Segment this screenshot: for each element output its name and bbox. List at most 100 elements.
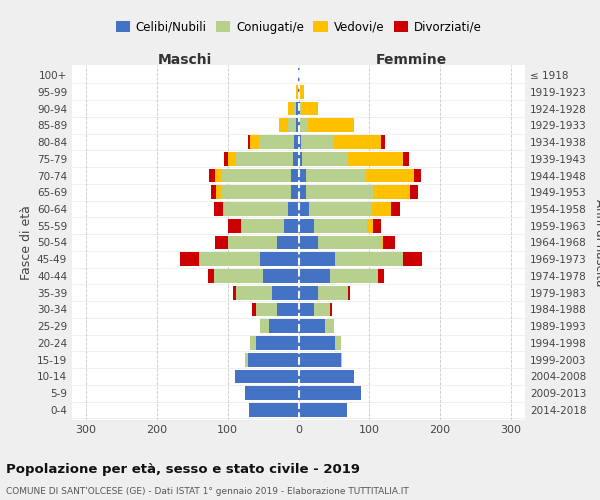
Bar — [302, 152, 348, 166]
Legend: Celibi/Nubili, Coniugati/e, Vedovi/e, Divorziati/e: Celibi/Nubili, Coniugati/e, Vedovi/e, Di… — [111, 16, 486, 38]
Bar — [410, 186, 418, 199]
Bar — [241, 219, 242, 232]
Bar — [299, 168, 305, 182]
Bar — [335, 252, 403, 266]
Bar — [269, 320, 299, 333]
Bar — [256, 336, 299, 350]
Bar — [256, 302, 277, 316]
Bar — [371, 202, 391, 216]
Bar — [209, 168, 215, 182]
Bar — [314, 302, 329, 316]
Bar — [366, 168, 414, 182]
Bar — [248, 135, 250, 149]
Bar — [221, 186, 292, 199]
Bar — [248, 353, 299, 366]
Bar — [199, 252, 260, 266]
Bar — [245, 353, 248, 366]
Bar — [300, 102, 302, 116]
Bar — [179, 252, 199, 266]
Bar — [299, 68, 300, 82]
Bar — [235, 370, 299, 384]
Bar — [302, 102, 317, 116]
Bar — [277, 236, 299, 250]
Bar — [272, 286, 299, 300]
Bar — [299, 118, 300, 132]
Bar — [414, 168, 421, 182]
Text: Femmine: Femmine — [376, 52, 448, 66]
Bar — [373, 219, 382, 232]
Bar — [288, 102, 293, 116]
Bar — [299, 252, 335, 266]
Bar — [298, 68, 299, 82]
Bar — [391, 202, 400, 216]
Bar — [296, 118, 299, 132]
Bar — [215, 168, 221, 182]
Text: Maschi: Maschi — [158, 52, 212, 66]
Bar — [298, 85, 299, 98]
Bar — [245, 386, 299, 400]
Bar — [319, 286, 348, 300]
Bar — [299, 370, 354, 384]
Bar — [211, 186, 217, 199]
Bar — [280, 118, 288, 132]
Bar — [348, 286, 350, 300]
Bar — [348, 152, 403, 166]
Bar — [293, 102, 296, 116]
Bar — [294, 135, 299, 149]
Bar — [299, 336, 335, 350]
Bar — [223, 202, 224, 216]
Bar — [299, 302, 314, 316]
Bar — [335, 336, 341, 350]
Bar — [277, 302, 299, 316]
Bar — [293, 152, 299, 166]
Bar — [314, 219, 367, 232]
Bar — [299, 152, 302, 166]
Bar — [228, 152, 236, 166]
Bar — [300, 118, 308, 132]
Bar — [214, 202, 223, 216]
Bar — [329, 302, 332, 316]
Bar — [242, 219, 284, 232]
Bar — [299, 320, 325, 333]
Bar — [299, 219, 314, 232]
Bar — [236, 152, 293, 166]
Bar — [383, 236, 395, 250]
Bar — [305, 168, 366, 182]
Text: Popolazione per età, sesso e stato civile - 2019: Popolazione per età, sesso e stato civil… — [6, 462, 360, 475]
Bar — [296, 102, 299, 116]
Bar — [260, 320, 269, 333]
Bar — [250, 336, 256, 350]
Bar — [299, 286, 319, 300]
Bar — [299, 85, 304, 98]
Bar — [228, 236, 277, 250]
Bar — [299, 236, 319, 250]
Bar — [305, 186, 373, 199]
Bar — [299, 202, 309, 216]
Y-axis label: Anni di nascita: Anni di nascita — [593, 199, 600, 286]
Bar — [296, 85, 298, 98]
Bar — [263, 269, 299, 283]
Bar — [208, 269, 214, 283]
Bar — [299, 102, 300, 116]
Bar — [284, 219, 299, 232]
Bar — [319, 236, 380, 250]
Bar — [382, 135, 385, 149]
Bar — [301, 135, 333, 149]
Bar — [214, 269, 263, 283]
Bar — [250, 135, 259, 149]
Bar — [253, 302, 256, 316]
Bar — [325, 320, 334, 333]
Bar — [308, 118, 355, 132]
Y-axis label: Fasce di età: Fasce di età — [20, 205, 33, 280]
Bar — [249, 403, 299, 417]
Bar — [331, 269, 379, 283]
Bar — [224, 202, 288, 216]
Bar — [229, 219, 241, 232]
Bar — [288, 118, 296, 132]
Bar — [403, 252, 422, 266]
Bar — [288, 202, 299, 216]
Bar — [333, 135, 382, 149]
Bar — [403, 152, 409, 166]
Bar — [259, 135, 294, 149]
Bar — [379, 269, 384, 283]
